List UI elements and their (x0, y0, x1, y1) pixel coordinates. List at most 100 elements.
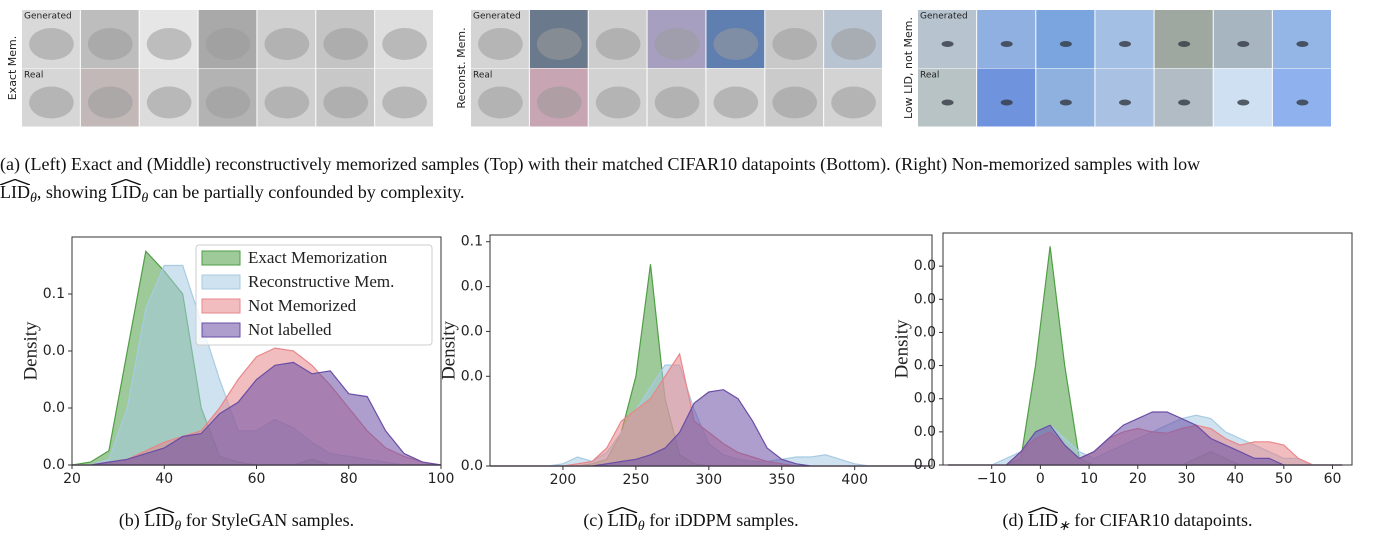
caption-text: for CIFAR10 datapoints. (1069, 510, 1253, 530)
image-object (595, 86, 641, 119)
caption-text: (a) (Left) Exact and (Middle) reconstruc… (0, 154, 1201, 174)
image-object (654, 28, 700, 60)
hat (111, 179, 142, 185)
image-object (323, 86, 369, 119)
legend-label: Not Memorized (248, 296, 357, 315)
image-tile (1154, 10, 1213, 68)
legend-frame (195, 244, 433, 346)
image-object (1178, 41, 1191, 47)
x-tick-label: 250 (623, 472, 650, 488)
caption-text: , showing (36, 182, 112, 202)
lid-symbol: LID (144, 507, 175, 531)
image-object (323, 28, 369, 60)
image-object (478, 86, 523, 119)
chart-caption: (c) LIDθ for iDDPM samples. (583, 507, 799, 535)
x-tick-label: 300 (695, 472, 722, 488)
legend-label: Exact Memorization (248, 248, 388, 267)
x-tick-label: 200 (550, 472, 577, 488)
y-tick-label: 0.1 (43, 286, 65, 302)
image-object (941, 99, 954, 106)
y-tick-label: 0.0 (914, 324, 936, 340)
row-label: Generated (24, 12, 72, 22)
side-label: Reconst. Mem. (455, 27, 468, 108)
caption-text: (b) (118, 510, 145, 530)
side-label: Exact Mem. (6, 36, 19, 101)
hat (0, 179, 30, 185)
caption-text: θ (141, 191, 149, 206)
image-object (772, 86, 818, 119)
y-tick-label: 0.0 (914, 391, 936, 407)
x-tick-label: 400 (841, 472, 868, 488)
image-object (478, 28, 523, 60)
image-object (1237, 41, 1250, 47)
image-object (831, 86, 876, 119)
legend-label: Reconstructive Mem. (248, 272, 394, 291)
image-object (146, 86, 192, 119)
x-tick-label: 40 (1226, 471, 1244, 487)
image-tile (1036, 10, 1095, 68)
caption-text: θ (174, 519, 182, 534)
x-tick-label: 40 (155, 471, 173, 487)
image-object (831, 28, 876, 60)
row-label: Real (920, 71, 939, 81)
y-tick-label: 0.0 (914, 258, 936, 274)
legend-swatch (201, 298, 241, 314)
caption-text: LID (1028, 510, 1059, 530)
caption-text: for StyleGAN samples. (181, 510, 355, 530)
image-tile (1036, 68, 1095, 127)
lid-symbol: LID (607, 507, 638, 531)
x-tick-label: 10 (1080, 471, 1098, 487)
image-tile (977, 10, 1036, 68)
caption-text: for iDDPM samples. (644, 510, 799, 530)
caption-text: can be partially confounded by complexit… (148, 182, 465, 202)
caption-text: θ (637, 519, 645, 534)
y-tick-label: 0.0 (461, 279, 483, 295)
image-object (1237, 99, 1250, 106)
row-label: Generated (920, 12, 968, 22)
image-tile (1272, 10, 1331, 68)
x-tick-label: 350 (768, 472, 795, 488)
hat (1028, 507, 1059, 513)
chart-caption: (b) LIDθ for StyleGAN samples. (118, 507, 355, 535)
image-object (146, 28, 192, 60)
caption-text: ∗ (1058, 519, 1070, 534)
side-label: Low LID, not Mem. (902, 17, 915, 119)
image-object (1059, 41, 1072, 47)
legend-swatch (201, 250, 241, 266)
image-tile (1095, 68, 1154, 127)
image-tile (1213, 10, 1272, 68)
image-object (1119, 99, 1131, 106)
row-label: Real (24, 71, 43, 81)
x-tick-label: 50 (1275, 471, 1293, 487)
y-tick-label: 0.0 (914, 457, 936, 473)
legend-swatch (201, 322, 241, 338)
caption-a-line2: LIDθ, showing LIDθ can be partially conf… (0, 179, 465, 207)
image-tile (1095, 10, 1154, 68)
caption-text: θ (30, 191, 37, 206)
image-object (1000, 41, 1013, 47)
hat (607, 507, 638, 513)
image-object (941, 41, 954, 47)
caption-text: LID (144, 510, 175, 530)
caption-text: LID (0, 182, 30, 202)
image-tile (918, 68, 977, 127)
caption-a-line1: (a) (Left) Exact and (Middle) reconstruc… (0, 154, 1200, 175)
y-tick-label: 0.0 (914, 291, 936, 307)
image-object (205, 28, 251, 60)
y-tick-label: 0.0 (43, 400, 65, 416)
image-object (264, 28, 310, 60)
image-tile (1213, 68, 1272, 127)
x-tick-label: 30 (1178, 471, 1196, 487)
image-object (87, 86, 133, 119)
y-tick-label: 0.0 (43, 343, 65, 359)
y-tick-label: 0.0 (461, 323, 483, 339)
chart-caption: (d) LID∗ for CIFAR10 datapoints. (1003, 507, 1253, 535)
image-object (536, 28, 582, 60)
x-tick-label: 20 (63, 471, 81, 487)
image-object (1119, 41, 1131, 47)
y-tick-label: 0.0 (461, 368, 483, 384)
row-label: Real (473, 71, 492, 81)
image-object (654, 86, 700, 119)
x-tick-label: 0 (1036, 471, 1045, 487)
